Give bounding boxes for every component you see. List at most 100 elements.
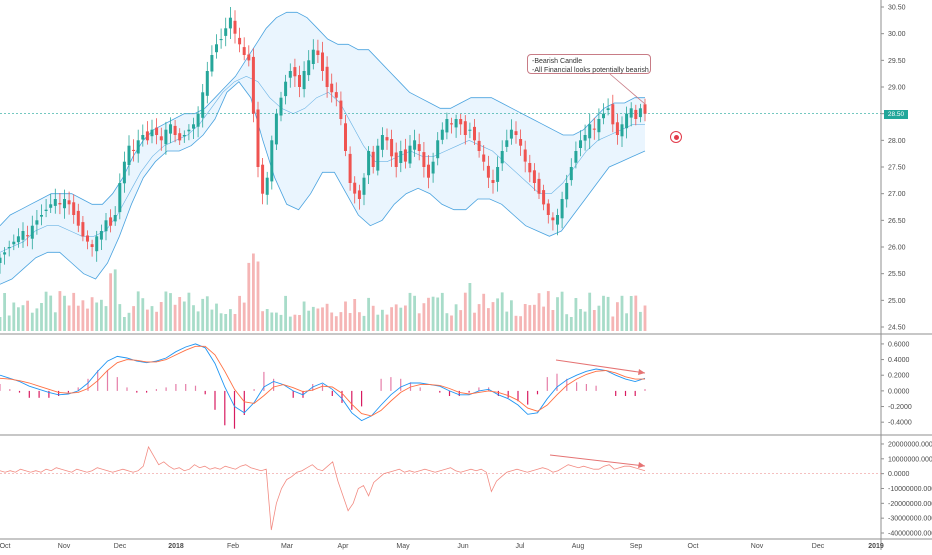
candle-body [339, 100, 343, 119]
volume-bar [316, 308, 320, 331]
volume-bar [639, 311, 642, 331]
volume-bar [0, 317, 2, 331]
candle-body [132, 149, 136, 151]
volume-bar [136, 291, 140, 331]
candle-body [311, 49, 315, 64]
volume-bar [625, 313, 628, 331]
candle-body [634, 109, 638, 119]
candle-body [90, 244, 94, 247]
volume-bar [620, 295, 624, 331]
candle-body [625, 113, 629, 129]
candle-body [611, 104, 615, 125]
candle-body [279, 97, 283, 116]
volume-bar [344, 301, 347, 331]
volume-bar [602, 295, 605, 331]
candle-body [86, 235, 89, 242]
volume-bar [487, 308, 490, 331]
volume-bar [288, 316, 292, 331]
candle-body [523, 149, 527, 162]
y-tick-label: 25.50 [888, 271, 906, 278]
candle-body [638, 108, 642, 118]
volume-bar [182, 301, 186, 331]
volume-bar [81, 300, 85, 331]
volume-bar [454, 304, 458, 331]
candle-body [81, 222, 85, 237]
volume-bar [26, 300, 29, 331]
candle-body [330, 83, 334, 93]
candle-body [362, 177, 366, 195]
volume-bar [86, 308, 89, 331]
volume-bar [417, 313, 421, 331]
candle-body [316, 50, 320, 55]
x-tick-label: Dec [812, 543, 825, 550]
candle-body [588, 124, 592, 139]
volume-bar [611, 316, 615, 331]
volume-bar [72, 292, 76, 331]
volume-bar [53, 312, 57, 331]
candle-body [468, 129, 472, 131]
volume-bar [643, 305, 647, 331]
volume-bar [275, 312, 278, 331]
volume-bar [436, 297, 440, 331]
candle-body [325, 66, 329, 87]
candle-body [247, 54, 251, 61]
volume-bar [210, 309, 214, 331]
candle-body [58, 203, 62, 205]
x-tick-label: Nov [58, 543, 71, 550]
volume-bar [496, 298, 499, 331]
volume-bar [450, 315, 453, 331]
x-tick-label: Jul [516, 543, 525, 550]
volume-bar [279, 314, 283, 331]
candle-body [348, 153, 352, 183]
bollinger-band-fill [0, 12, 645, 285]
candle-body [118, 183, 122, 213]
volume-bar [394, 304, 398, 331]
candle-body [155, 127, 159, 135]
candle-body [104, 220, 108, 232]
candle-body [284, 81, 288, 97]
volume-bar [330, 312, 334, 331]
candle-body [261, 164, 265, 194]
candle-body [141, 135, 145, 140]
annotation-callout[interactable]: -Bearish Candle -All Financial looks pot… [527, 54, 651, 74]
volume-bar [477, 304, 481, 331]
volume-bar [560, 291, 564, 331]
volume-bar [21, 305, 25, 331]
candle-body [542, 190, 546, 205]
volume-bar [155, 311, 158, 331]
candle-body [459, 119, 463, 125]
candle-body [546, 203, 550, 215]
candle-body [53, 199, 57, 206]
volume-bar [371, 305, 375, 331]
x-tick-label: Oct [0, 543, 10, 550]
volume-bar [238, 295, 241, 331]
y-tick-label: -10000000.0000 [888, 486, 932, 493]
candle-body [394, 152, 398, 167]
volume-bar [362, 315, 366, 331]
candle-body [12, 241, 16, 245]
volume-bar [150, 306, 154, 331]
candle-body [380, 135, 384, 150]
candle-body [16, 236, 20, 243]
volume-bar [528, 305, 532, 331]
candle-body [169, 124, 172, 134]
volume-bar [293, 314, 297, 331]
annotation-pointer [609, 73, 646, 105]
candle-body [233, 20, 237, 34]
volume-bar [358, 312, 361, 331]
y-tick-label: -30000000.0000 [888, 516, 932, 523]
candle-body [436, 140, 440, 159]
candle-body [99, 231, 103, 240]
volume-bar [104, 306, 108, 331]
volume-bar [118, 304, 122, 331]
volume-bar [579, 309, 582, 331]
candle-body [403, 149, 407, 162]
target-icon[interactable] [670, 131, 682, 143]
volume-bar [367, 297, 370, 331]
annotation-line-2: -All Financial looks potentially bearish [532, 67, 649, 74]
candle-body [357, 190, 361, 199]
candle-body [40, 215, 43, 217]
volume-bar [565, 314, 569, 331]
x-tick-label: 2019 [868, 543, 884, 550]
